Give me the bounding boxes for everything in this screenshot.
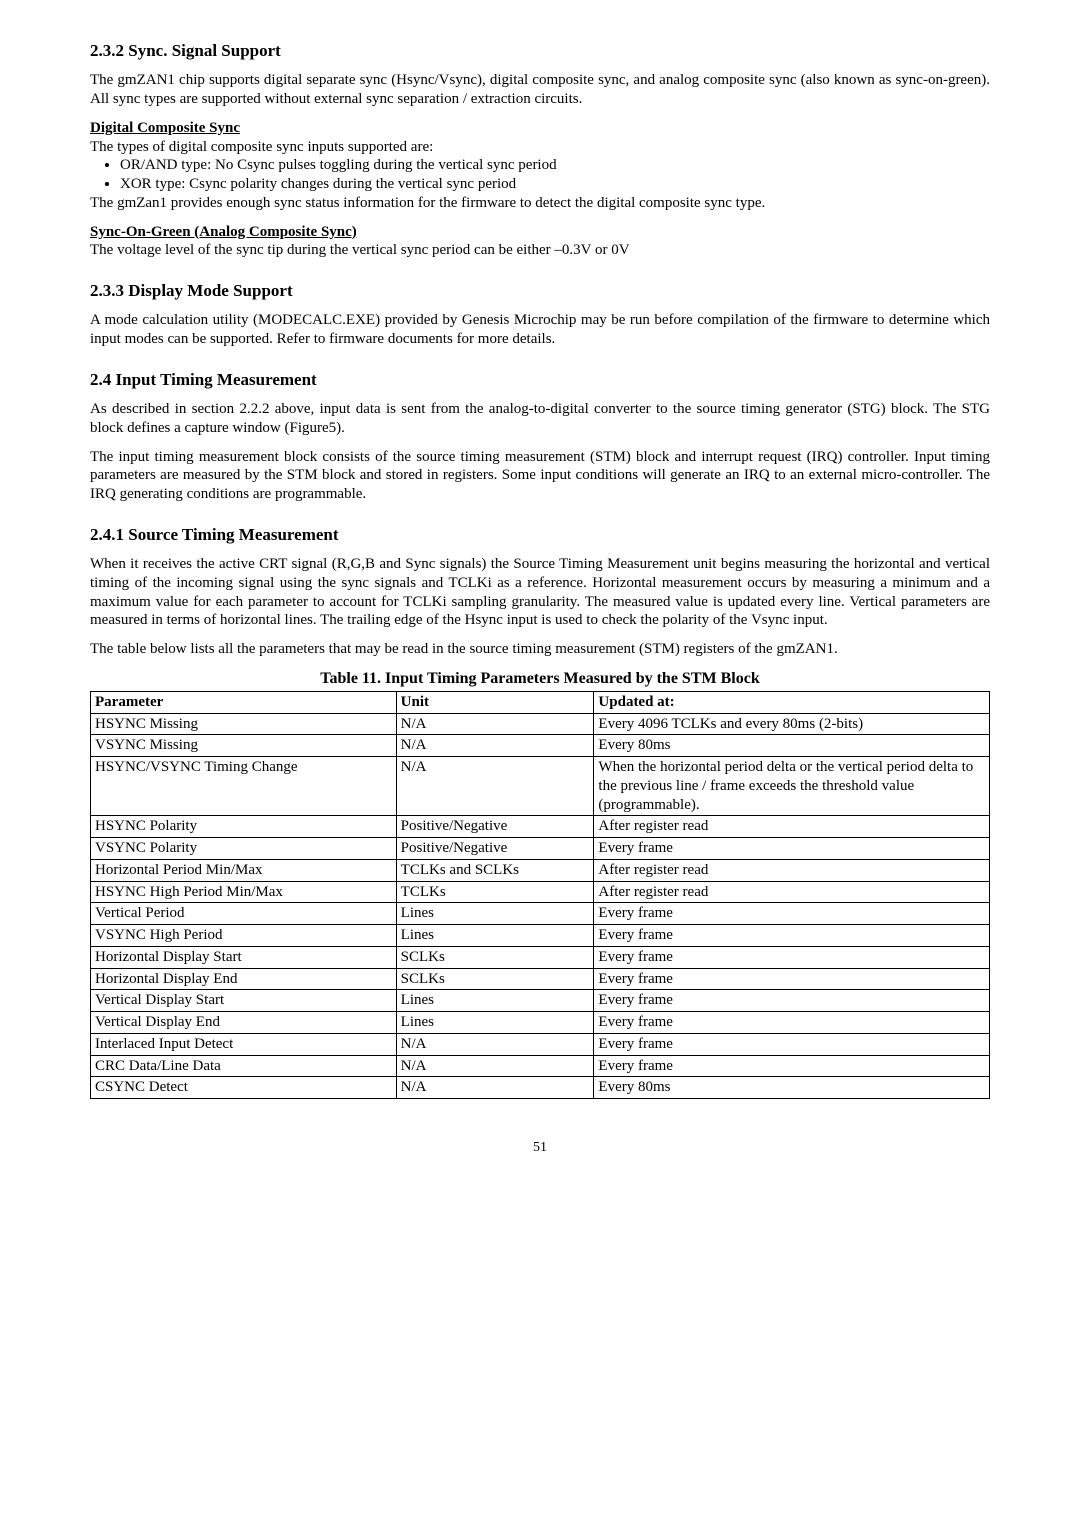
table-row: Vertical PeriodLinesEvery frame bbox=[91, 903, 990, 925]
para-24-1: As described in section 2.2.2 above, inp… bbox=[90, 400, 990, 438]
heading-24: 2.4 Input Timing Measurement bbox=[90, 369, 990, 390]
list-item: XOR type: Csync polarity changes during … bbox=[120, 175, 990, 194]
cell-unit: N/A bbox=[396, 713, 594, 735]
table-row: Horizontal Display StartSCLKsEvery frame bbox=[91, 946, 990, 968]
cell-unit: Lines bbox=[396, 903, 594, 925]
cell-updated: Every 80ms bbox=[594, 735, 990, 757]
cell-unit: SCLKs bbox=[396, 946, 594, 968]
heading-sog: Sync-On-Green (Analog Composite Sync) bbox=[90, 223, 990, 242]
cell-parameter: HSYNC Missing bbox=[91, 713, 397, 735]
cell-unit: N/A bbox=[396, 735, 594, 757]
cell-updated: After register read bbox=[594, 859, 990, 881]
list-item: OR/AND type: No Csync pulses toggling du… bbox=[120, 156, 990, 175]
para-dcs-intro: The types of digital composite sync inpu… bbox=[90, 138, 990, 157]
stm-parameters-table: Parameter Unit Updated at: HSYNC Missing… bbox=[90, 691, 990, 1099]
table-row: VSYNC PolarityPositive/NegativeEvery fra… bbox=[91, 838, 990, 860]
cell-updated: Every frame bbox=[594, 946, 990, 968]
cell-unit: Lines bbox=[396, 990, 594, 1012]
cell-parameter: HSYNC High Period Min/Max bbox=[91, 881, 397, 903]
cell-unit: N/A bbox=[396, 1055, 594, 1077]
cell-updated: Every 80ms bbox=[594, 1077, 990, 1099]
table-row: CSYNC DetectN/AEvery 80ms bbox=[91, 1077, 990, 1099]
para-241-2: The table below lists all the parameters… bbox=[90, 640, 990, 659]
para-233-1: A mode calculation utility (MODECALC.EXE… bbox=[90, 311, 990, 349]
cell-updated: Every frame bbox=[594, 968, 990, 990]
cell-parameter: Interlaced Input Detect bbox=[91, 1033, 397, 1055]
cell-unit: Lines bbox=[396, 1012, 594, 1034]
cell-updated: Every frame bbox=[594, 925, 990, 947]
table-row: VSYNC MissingN/AEvery 80ms bbox=[91, 735, 990, 757]
cell-unit: Lines bbox=[396, 925, 594, 947]
cell-unit: N/A bbox=[396, 1077, 594, 1099]
cell-parameter: VSYNC High Period bbox=[91, 925, 397, 947]
cell-parameter: HSYNC Polarity bbox=[91, 816, 397, 838]
table-row: HSYNC MissingN/AEvery 4096 TCLKs and eve… bbox=[91, 713, 990, 735]
heading-233: 2.3.3 Display Mode Support bbox=[90, 280, 990, 301]
cell-parameter: VSYNC Polarity bbox=[91, 838, 397, 860]
cell-updated: Every frame bbox=[594, 903, 990, 925]
para-sog: The voltage level of the sync tip during… bbox=[90, 241, 990, 260]
table-row: Vertical Display StartLinesEvery frame bbox=[91, 990, 990, 1012]
cell-unit: Positive/Negative bbox=[396, 838, 594, 860]
col-header-unit: Unit bbox=[396, 691, 594, 713]
cell-updated: Every frame bbox=[594, 1012, 990, 1034]
table-row: HSYNC/VSYNC Timing ChangeN/AWhen the hor… bbox=[91, 757, 990, 816]
cell-unit: N/A bbox=[396, 1033, 594, 1055]
cell-updated: Every frame bbox=[594, 838, 990, 860]
cell-updated: Every frame bbox=[594, 1055, 990, 1077]
cell-parameter: CSYNC Detect bbox=[91, 1077, 397, 1099]
table-row: Interlaced Input DetectN/AEvery frame bbox=[91, 1033, 990, 1055]
table-row: Vertical Display EndLinesEvery frame bbox=[91, 1012, 990, 1034]
cell-parameter: Horizontal Period Min/Max bbox=[91, 859, 397, 881]
cell-parameter: Vertical Display End bbox=[91, 1012, 397, 1034]
table-header-row: Parameter Unit Updated at: bbox=[91, 691, 990, 713]
table-row: HSYNC PolarityPositive/NegativeAfter reg… bbox=[91, 816, 990, 838]
cell-unit: Positive/Negative bbox=[396, 816, 594, 838]
para-232-1: The gmZAN1 chip supports digital separat… bbox=[90, 71, 990, 109]
para-24-2: The input timing measurement block consi… bbox=[90, 448, 990, 504]
heading-dcs: Digital Composite Sync bbox=[90, 119, 990, 138]
cell-parameter: Vertical Display Start bbox=[91, 990, 397, 1012]
table-row: CRC Data/Line DataN/AEvery frame bbox=[91, 1055, 990, 1077]
cell-parameter: VSYNC Missing bbox=[91, 735, 397, 757]
table-row: HSYNC High Period Min/MaxTCLKsAfter regi… bbox=[91, 881, 990, 903]
cell-parameter: HSYNC/VSYNC Timing Change bbox=[91, 757, 397, 816]
page-number: 51 bbox=[90, 1139, 990, 1157]
heading-232: 2.3.2 Sync. Signal Support bbox=[90, 40, 990, 61]
table-row: Horizontal Period Min/MaxTCLKs and SCLKs… bbox=[91, 859, 990, 881]
cell-updated: Every frame bbox=[594, 1033, 990, 1055]
cell-updated: After register read bbox=[594, 881, 990, 903]
col-header-parameter: Parameter bbox=[91, 691, 397, 713]
cell-parameter: Vertical Period bbox=[91, 903, 397, 925]
para-dcs-after: The gmZan1 provides enough sync status i… bbox=[90, 194, 990, 213]
table-row: VSYNC High PeriodLinesEvery frame bbox=[91, 925, 990, 947]
col-header-updated: Updated at: bbox=[594, 691, 990, 713]
cell-unit: SCLKs bbox=[396, 968, 594, 990]
table-title: Table 11. Input Timing Parameters Measur… bbox=[90, 669, 990, 689]
cell-updated: Every frame bbox=[594, 990, 990, 1012]
cell-parameter: CRC Data/Line Data bbox=[91, 1055, 397, 1077]
cell-updated: After register read bbox=[594, 816, 990, 838]
cell-unit: TCLKs and SCLKs bbox=[396, 859, 594, 881]
list-dcs: OR/AND type: No Csync pulses toggling du… bbox=[120, 156, 990, 194]
cell-updated: Every 4096 TCLKs and every 80ms (2-bits) bbox=[594, 713, 990, 735]
table-row: Horizontal Display EndSCLKsEvery frame bbox=[91, 968, 990, 990]
cell-unit: N/A bbox=[396, 757, 594, 816]
cell-updated: When the horizontal period delta or the … bbox=[594, 757, 990, 816]
cell-unit: TCLKs bbox=[396, 881, 594, 903]
para-241-1: When it receives the active CRT signal (… bbox=[90, 555, 990, 630]
heading-241: 2.4.1 Source Timing Measurement bbox=[90, 524, 990, 545]
cell-parameter: Horizontal Display End bbox=[91, 968, 397, 990]
cell-parameter: Horizontal Display Start bbox=[91, 946, 397, 968]
